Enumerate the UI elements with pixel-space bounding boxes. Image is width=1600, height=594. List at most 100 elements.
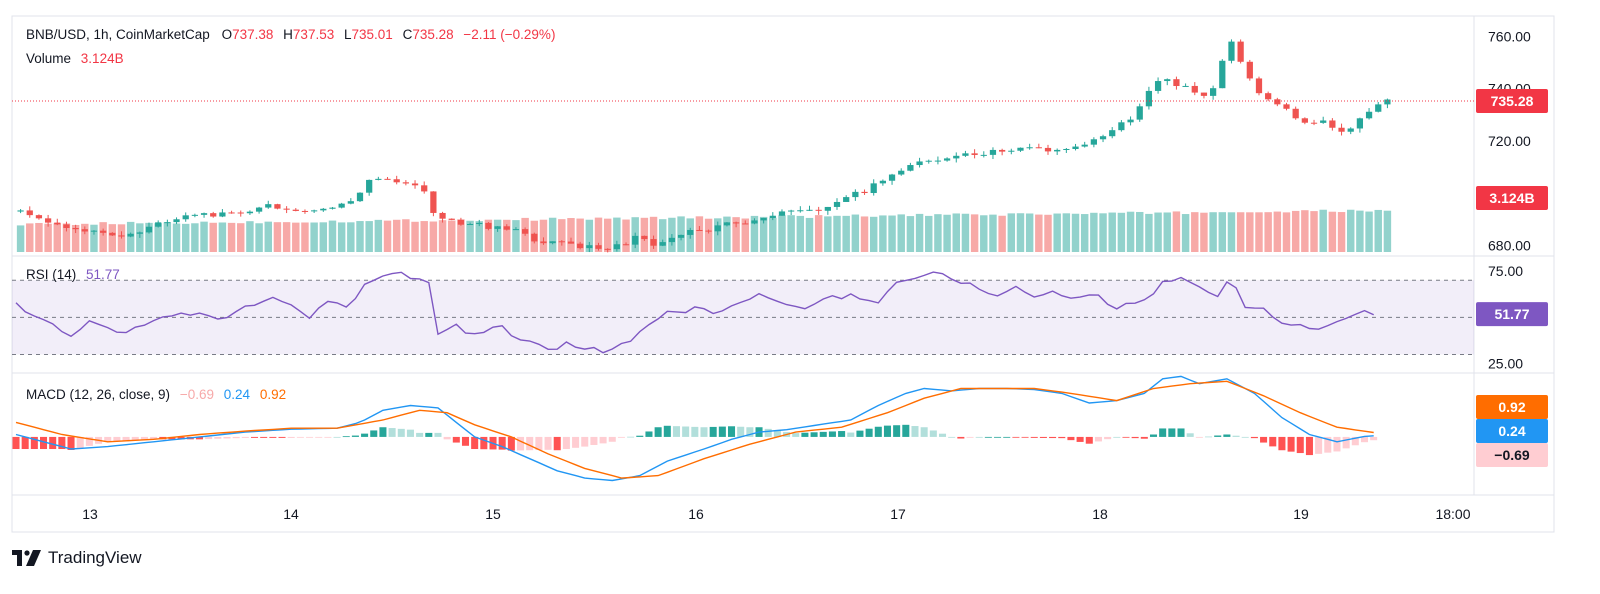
volume-bar xyxy=(108,224,117,252)
volume-bar xyxy=(310,222,318,252)
candle-body xyxy=(1127,119,1134,123)
macd-hist-bar xyxy=(416,432,424,437)
candle-body xyxy=(907,165,914,171)
candle-body xyxy=(1200,92,1208,96)
macd-hist-bar xyxy=(1021,436,1029,438)
ohlc-legend[interactable]: BNB/USD, 1h, CoinMarketCap O737.38 H737.… xyxy=(26,27,555,42)
volume-bar xyxy=(273,222,282,252)
macd-hist-bar xyxy=(434,432,442,437)
candle-body xyxy=(888,174,896,181)
rsi-label: RSI (14) xyxy=(26,267,77,282)
volume-legend[interactable]: Volume 3.124B xyxy=(26,51,124,66)
candle-body xyxy=(1099,136,1107,140)
volume-bar xyxy=(558,219,566,252)
candle-body xyxy=(81,229,88,232)
volume-bar xyxy=(1145,213,1153,252)
candle-body xyxy=(265,204,272,208)
high-value: 737.53 xyxy=(292,27,335,42)
time-tick-label: 19 xyxy=(1293,506,1309,522)
candle-body xyxy=(109,232,116,236)
macd-hist-bar xyxy=(1076,436,1084,442)
candle-body xyxy=(402,182,409,184)
candle-body xyxy=(723,222,731,226)
candle-body xyxy=(797,210,804,212)
volume-badge-bg xyxy=(1476,186,1548,210)
volume-bar xyxy=(1301,210,1309,252)
candle-body xyxy=(494,226,501,229)
candle-body xyxy=(824,206,831,211)
candle-body xyxy=(1219,60,1226,89)
macd-hist-bar xyxy=(351,435,359,437)
macd-hist-bar xyxy=(177,436,185,440)
candle-body xyxy=(476,222,483,225)
volume-bar xyxy=(448,220,456,252)
macd-hist-bar xyxy=(461,436,470,446)
candle-body xyxy=(366,179,373,193)
candle-body xyxy=(1274,99,1281,105)
axes: 760.00740.00720.00700.00680.001314151617… xyxy=(82,28,1531,522)
macd-hist-bar xyxy=(975,436,983,438)
macd-hist-bar xyxy=(526,436,534,451)
macd-hist-bar xyxy=(1131,436,1139,439)
candle-body xyxy=(44,218,52,223)
candle-body xyxy=(1265,93,1272,100)
volume-bar xyxy=(1053,213,1061,252)
volume-bar xyxy=(181,223,190,252)
volume-bar xyxy=(365,221,373,252)
candle-body xyxy=(806,209,813,211)
macd-hist-bar xyxy=(627,436,635,438)
volume-bar xyxy=(704,218,713,252)
volume-bar xyxy=(420,221,428,252)
volume-bar xyxy=(897,214,905,252)
candle-body xyxy=(1320,120,1327,123)
macd-hist-bar xyxy=(617,436,625,438)
candle-body xyxy=(980,154,987,156)
open-label: O xyxy=(221,27,233,42)
volume-bar xyxy=(842,215,850,252)
volume-bar xyxy=(319,222,328,252)
candle-body xyxy=(1301,118,1308,123)
macd-hist-bar xyxy=(232,436,240,439)
candle-body xyxy=(155,222,162,227)
macd-hist-bar xyxy=(801,432,809,437)
candle-body xyxy=(1237,41,1244,62)
macd-hist-bar xyxy=(1232,435,1240,437)
macd-hist-bar xyxy=(737,426,745,437)
rsi-line xyxy=(15,271,1374,354)
candle-body xyxy=(191,214,198,216)
rsi-pane[interactable] xyxy=(12,271,1474,355)
macd-pane[interactable] xyxy=(12,375,1378,482)
candle-body xyxy=(63,224,70,228)
candle-body xyxy=(1164,79,1171,82)
tradingview-logo[interactable]: TradingView xyxy=(12,548,142,568)
rsi-legend[interactable]: RSI (14) 51.77 xyxy=(26,267,120,282)
volume-bar xyxy=(503,219,511,252)
volume-bar xyxy=(805,217,814,252)
macd-legend[interactable]: MACD (12, 26, close, 9) −0.69 0.24 0.92 xyxy=(26,387,286,402)
macd-hist-bar xyxy=(1012,436,1020,438)
volume-bar xyxy=(429,221,438,252)
macd-hist-bar xyxy=(1250,436,1258,439)
macd-hist-bar xyxy=(572,436,580,448)
volume-bar xyxy=(356,221,364,252)
candle-body xyxy=(760,217,767,221)
volume-bar xyxy=(484,219,493,252)
macd-hist-bar xyxy=(150,436,158,440)
price-pane[interactable] xyxy=(12,39,1474,253)
macd-hist-bar xyxy=(1085,436,1093,444)
volume-bar xyxy=(328,220,337,252)
macd-hist-bar xyxy=(1223,434,1231,437)
macd-hist-bar xyxy=(636,435,644,437)
volume-value: 3.124B xyxy=(80,51,124,66)
macd-hist-bar xyxy=(104,436,112,442)
volume-bar xyxy=(539,219,548,252)
macd-hist-bar xyxy=(819,431,827,437)
volume-bar xyxy=(1080,214,1089,252)
macd-hist-bar xyxy=(581,436,589,447)
candle-body xyxy=(898,170,905,175)
symbol-title[interactable]: BNB/USD, 1h, CoinMarketCap xyxy=(26,27,210,42)
volume-bar xyxy=(906,216,915,252)
volume-bar xyxy=(1200,212,1208,252)
time-tick-label: 14 xyxy=(283,506,299,522)
